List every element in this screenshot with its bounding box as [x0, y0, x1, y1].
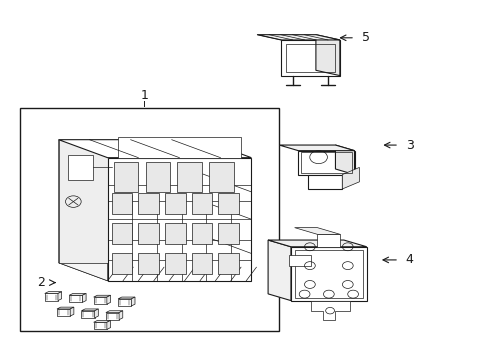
Polygon shape [165, 253, 185, 274]
Text: 3: 3 [405, 139, 413, 152]
Polygon shape [290, 247, 366, 301]
Polygon shape [82, 293, 86, 302]
Polygon shape [145, 162, 170, 192]
Polygon shape [93, 322, 106, 329]
Polygon shape [218, 253, 239, 274]
Polygon shape [58, 292, 61, 301]
Polygon shape [57, 307, 74, 309]
Polygon shape [191, 193, 212, 214]
Polygon shape [118, 297, 135, 299]
Polygon shape [138, 193, 159, 214]
Text: 1: 1 [140, 89, 148, 102]
Polygon shape [165, 223, 185, 244]
Polygon shape [209, 162, 233, 192]
Polygon shape [59, 263, 251, 281]
Polygon shape [106, 320, 110, 329]
Polygon shape [218, 193, 239, 214]
Polygon shape [118, 299, 131, 306]
Polygon shape [69, 295, 82, 302]
Polygon shape [257, 35, 339, 40]
Polygon shape [105, 312, 119, 320]
Bar [285, 44, 334, 72]
Polygon shape [281, 40, 339, 76]
Bar [300, 152, 351, 173]
Polygon shape [118, 137, 241, 158]
Polygon shape [165, 193, 185, 214]
Polygon shape [44, 292, 61, 293]
Polygon shape [131, 297, 135, 306]
Polygon shape [294, 228, 340, 234]
Polygon shape [93, 320, 110, 322]
Polygon shape [105, 311, 122, 312]
Polygon shape [59, 140, 202, 263]
Polygon shape [107, 158, 251, 281]
Polygon shape [267, 240, 290, 301]
Polygon shape [342, 167, 359, 189]
Text: 2: 2 [37, 276, 44, 289]
Polygon shape [81, 311, 95, 318]
Polygon shape [111, 223, 132, 244]
Bar [294, 250, 362, 298]
Polygon shape [111, 193, 132, 214]
Polygon shape [218, 223, 239, 244]
Polygon shape [57, 309, 70, 316]
Polygon shape [279, 145, 354, 150]
Polygon shape [59, 140, 107, 281]
Polygon shape [119, 311, 122, 320]
Polygon shape [298, 150, 354, 175]
Polygon shape [288, 255, 310, 266]
Polygon shape [44, 293, 58, 301]
Polygon shape [191, 253, 212, 274]
Polygon shape [138, 253, 159, 274]
Polygon shape [68, 155, 93, 180]
Polygon shape [191, 223, 212, 244]
Polygon shape [315, 35, 339, 76]
Polygon shape [70, 307, 74, 316]
Polygon shape [93, 297, 106, 304]
Polygon shape [59, 140, 251, 158]
Text: 5: 5 [361, 31, 369, 44]
Polygon shape [81, 309, 98, 311]
Polygon shape [114, 162, 138, 192]
Polygon shape [106, 295, 110, 304]
Polygon shape [310, 301, 349, 320]
Polygon shape [95, 309, 98, 318]
Text: 4: 4 [405, 253, 413, 266]
Bar [20, 108, 278, 331]
Polygon shape [307, 175, 342, 189]
Polygon shape [317, 234, 340, 247]
Polygon shape [69, 293, 86, 295]
Polygon shape [177, 162, 202, 192]
Polygon shape [267, 240, 366, 247]
Polygon shape [138, 223, 159, 244]
Polygon shape [111, 253, 132, 274]
Polygon shape [93, 295, 110, 297]
Polygon shape [335, 145, 354, 175]
